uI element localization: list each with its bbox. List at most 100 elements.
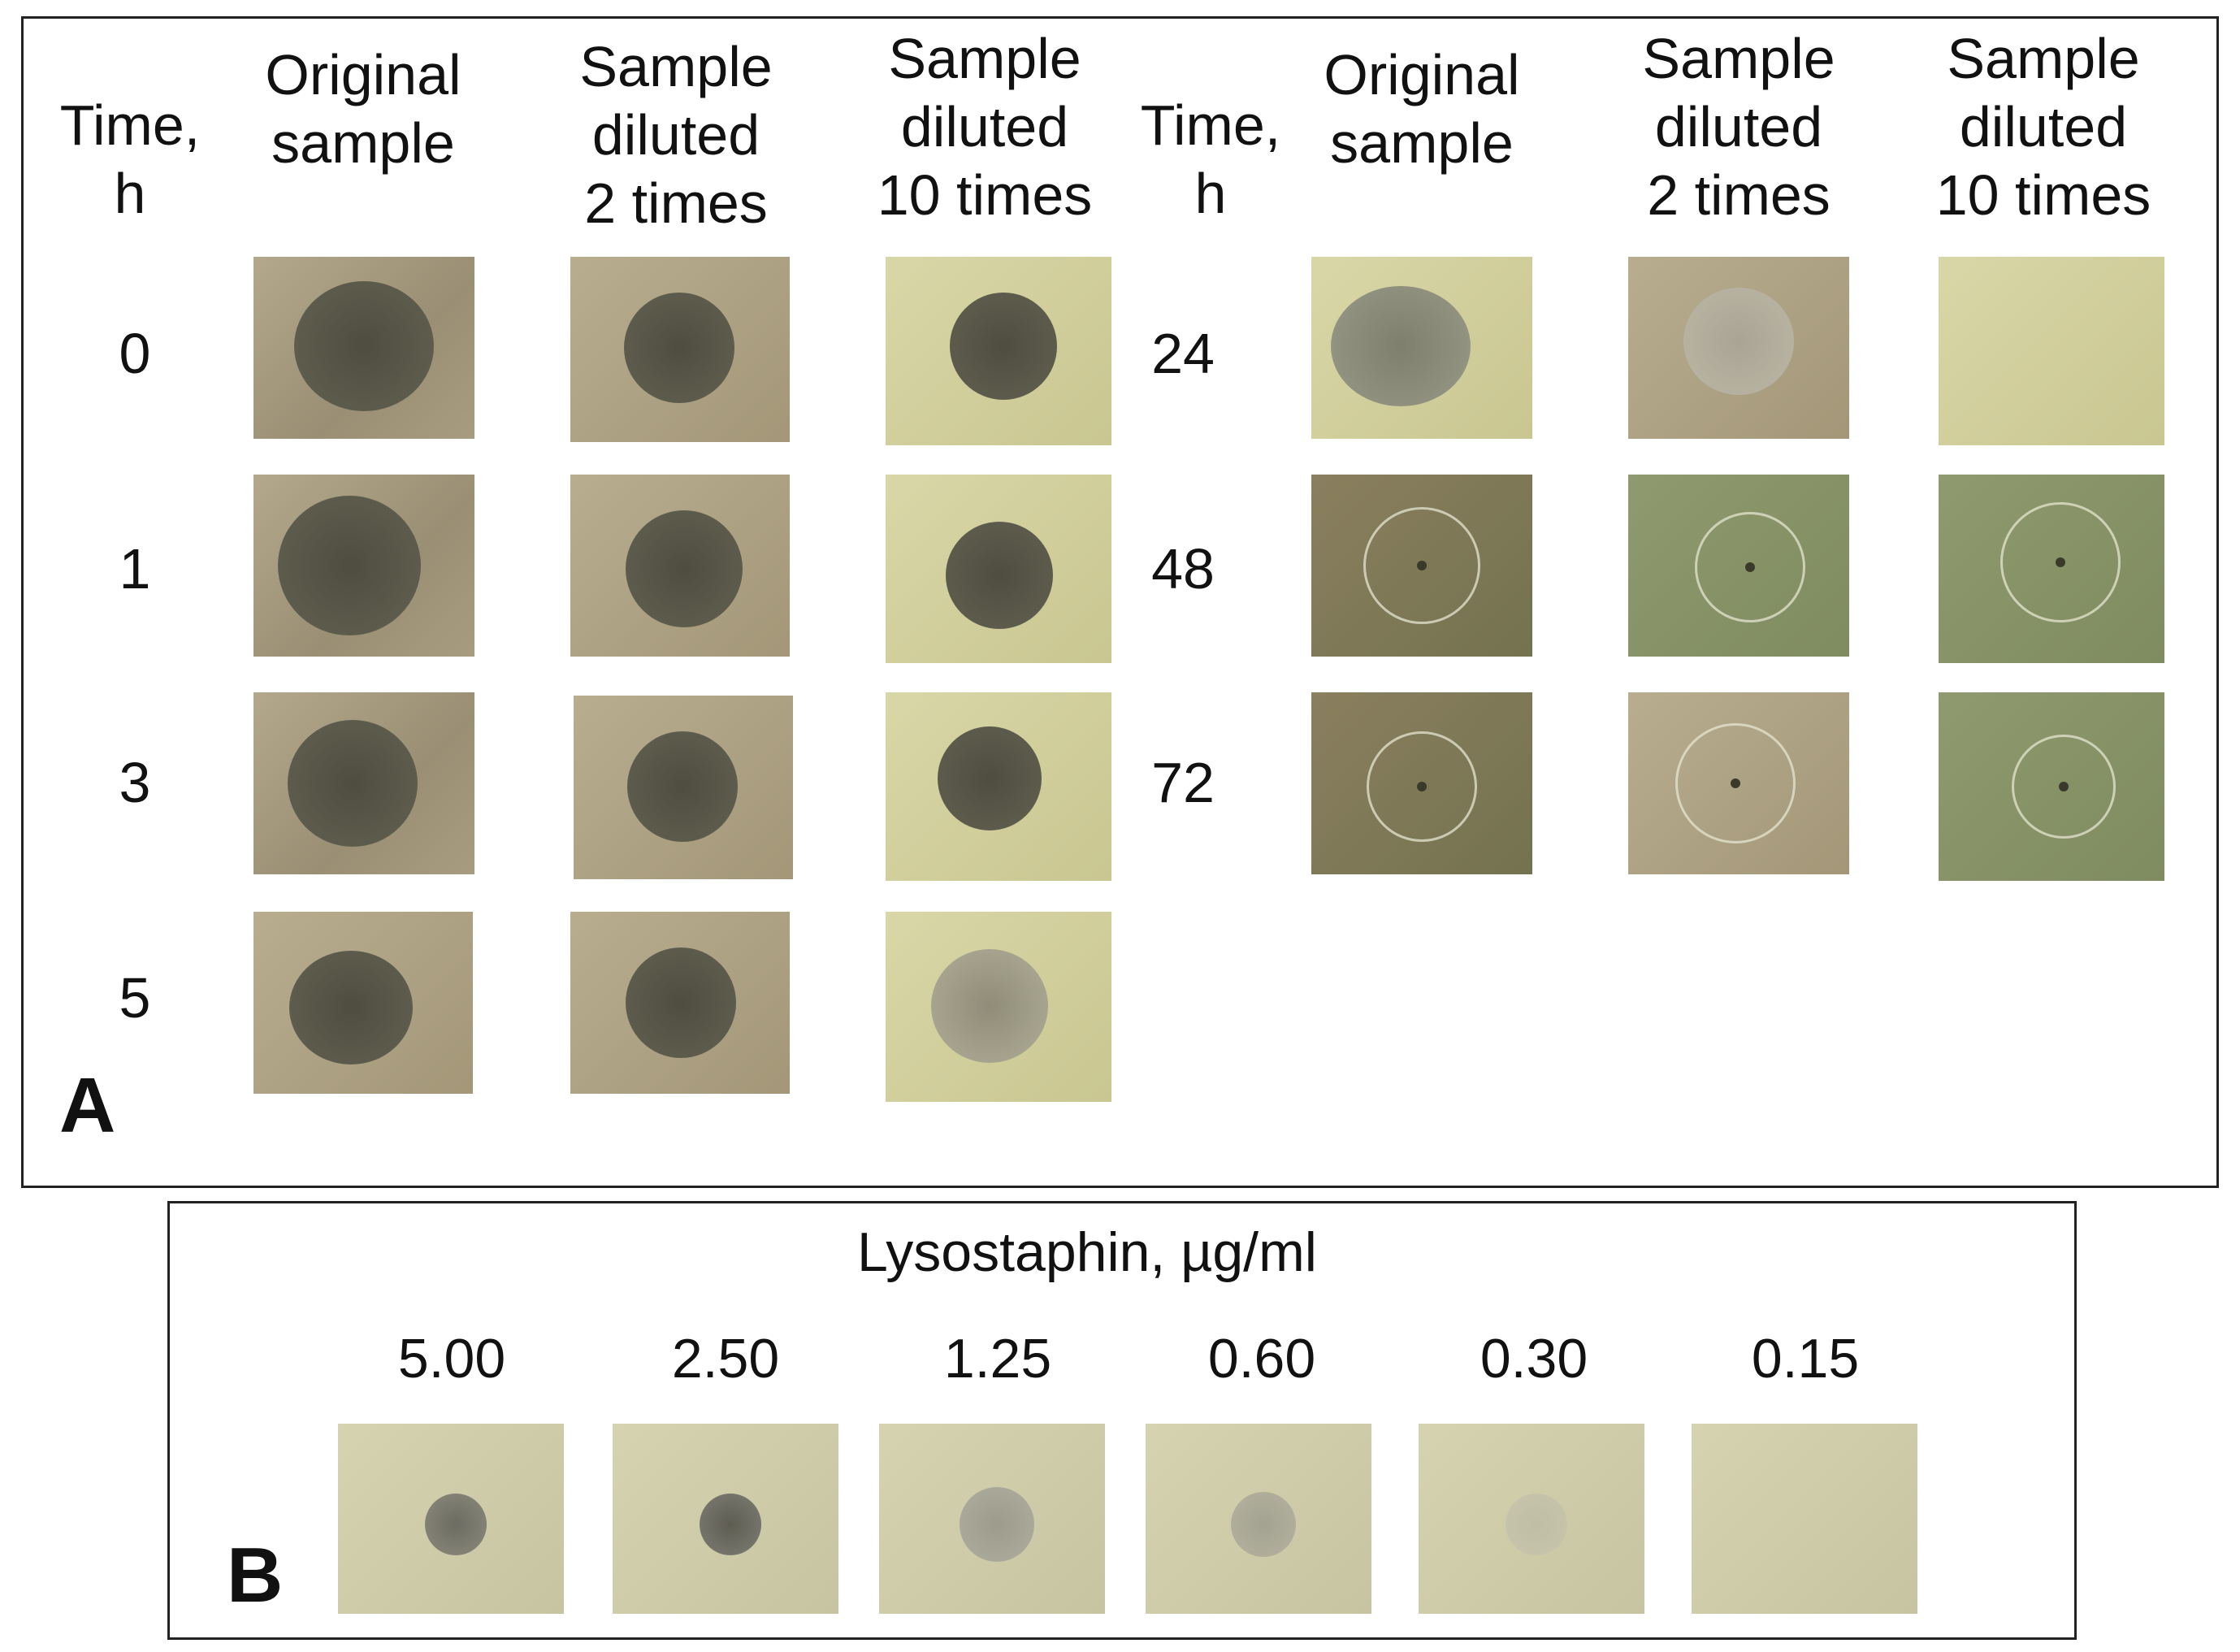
time-header-left: Time, h [49,91,211,228]
agar-plate-photo [1628,257,1849,439]
center-dot [2056,557,2065,567]
lysis-spot [1683,288,1794,395]
lysis-spot [946,522,1053,629]
concentration-label: 0.60 [1207,1328,1316,1390]
lysis-spot [294,281,434,411]
agar-plate-photo [253,475,474,657]
lysis-spot [278,496,421,635]
lysis-spot [624,293,734,403]
agar-plate-photo [886,475,1111,663]
center-dot [1417,782,1427,791]
header-line: diluted [900,95,1069,158]
lysis-spot [1231,1492,1296,1557]
header-line: h [1194,162,1227,225]
panel-b-title: Lysostaphin, µg/ml [857,1221,1317,1283]
concentration-label: 0.15 [1751,1328,1860,1390]
header-line: Sample [1947,27,2140,90]
agar-plate-photo [1939,692,2164,881]
time-header-right: Time, h [1129,91,1292,228]
panel-a-letter: A [59,1062,116,1149]
lysis-spot [1506,1494,1567,1555]
center-dot [1731,778,1740,788]
header-line: sample [1330,111,1514,175]
agar-plate-photo [886,257,1111,445]
time-label: 1 [119,537,151,601]
time-label: 3 [119,751,151,814]
lysostaphin-plate-photo [613,1424,838,1614]
agar-plate-photo [886,692,1111,881]
center-dot [1745,562,1755,572]
header-line: diluted [591,103,760,167]
agar-plate-photo [570,475,790,657]
header-line: 10 times [877,163,1093,227]
lysis-spot [289,951,413,1064]
header-line: Time, [1140,93,1281,157]
time-label: 5 [119,966,151,1030]
faint-ring [1367,731,1477,842]
panel-b-letter: B [227,1532,284,1619]
lysis-spot [931,949,1048,1063]
lysis-spot [627,731,738,842]
lysis-spot [1331,286,1471,406]
column-header: Sample diluted 2 times [1592,24,1885,229]
faint-ring [1675,723,1796,843]
agar-plate-photo [1311,475,1532,657]
header-line: sample [271,111,455,175]
agar-plate-photo [1939,257,2164,445]
column-header: Sample diluted 2 times [530,33,822,237]
lysostaphin-plate-photo [338,1424,564,1614]
header-line: Original [1324,43,1520,106]
agar-plate-photo [570,912,790,1094]
faint-ring [1695,512,1805,622]
lysis-spot [626,510,743,627]
concentration-label: 5.00 [397,1328,506,1390]
agar-plate-photo [1311,692,1532,874]
agar-plate-photo [1311,257,1532,439]
agar-plate-photo [574,696,793,879]
time-label: 24 [1151,322,1215,385]
time-label: 48 [1151,537,1215,601]
column-header: Sample diluted 10 times [838,24,1131,229]
agar-plate-photo [1628,475,1849,657]
header-line: 2 times [584,171,768,235]
agar-plate-photo [253,692,474,874]
column-header: Original sample [1276,41,1568,177]
header-line: Time, [59,93,201,157]
lysostaphin-plate-photo [879,1424,1105,1614]
lysis-spot [960,1487,1034,1562]
lysis-spot [288,720,418,847]
time-label: 0 [119,322,151,385]
faint-ring [2000,502,2121,622]
lysostaphin-plate-photo [1419,1424,1644,1614]
lysis-spot [938,726,1042,830]
faint-ring [1363,507,1480,624]
agar-plate-photo [570,257,790,442]
agar-plate-photo [1628,692,1849,874]
column-header: Sample diluted 10 times [1897,24,2190,229]
lysostaphin-plate-photo [1146,1424,1371,1614]
center-dot [2059,782,2069,791]
header-line: h [114,162,146,225]
lysis-spot [626,947,736,1058]
header-line: 2 times [1647,163,1831,227]
column-header: Original sample [217,41,509,177]
header-line: Sample [1642,27,1835,90]
time-label: 72 [1151,751,1215,814]
center-dot [1417,561,1427,570]
agar-plate-photo [253,912,473,1094]
header-line: Sample [888,27,1081,90]
agar-plate-photo [886,912,1111,1102]
header-line: Original [265,43,461,106]
header-line: diluted [1654,95,1823,158]
agar-plate-photo [253,257,474,439]
lysis-spot [950,293,1057,400]
faint-ring [2012,735,2116,839]
header-line: Sample [579,35,773,98]
header-line: diluted [1959,95,2128,158]
lysis-spot [700,1494,761,1555]
concentration-label: 2.50 [671,1328,780,1390]
concentration-label: 0.30 [1480,1328,1588,1390]
agar-plate-photo [1939,475,2164,663]
lysis-spot [425,1494,487,1555]
header-line: 10 times [1935,163,2151,227]
